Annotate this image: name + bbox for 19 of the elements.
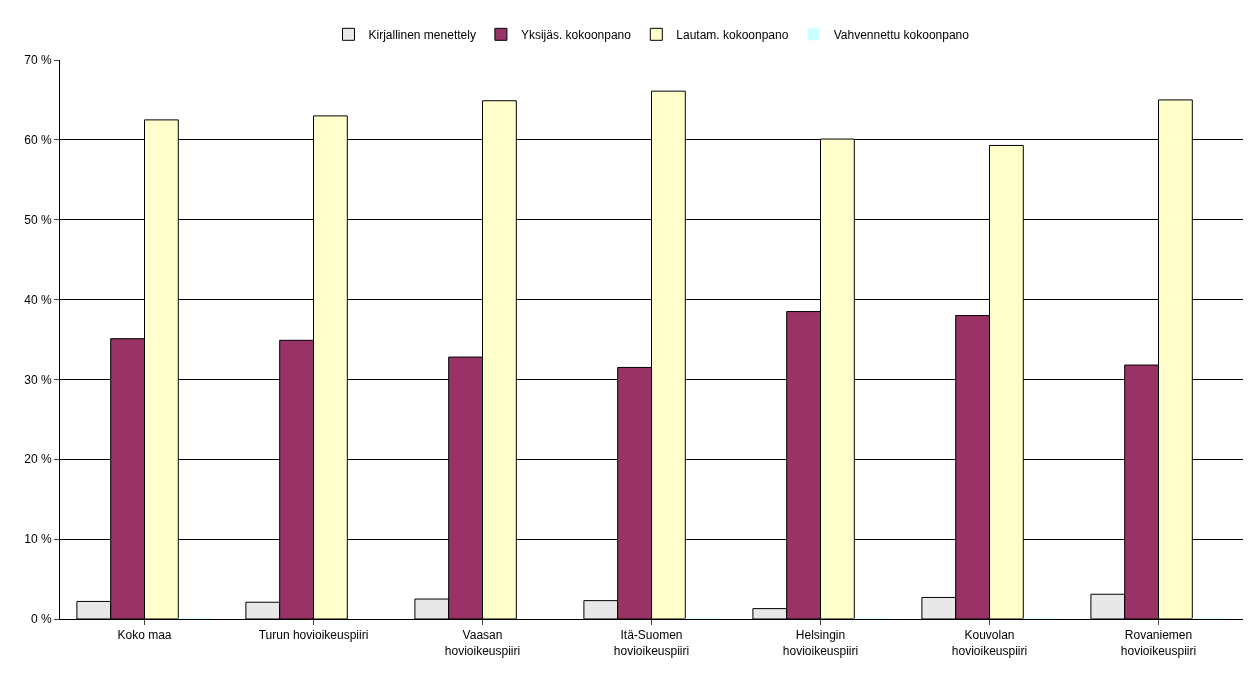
y-tick-label: 0 %: [30, 612, 52, 627]
x-tick-label: Rovaniemen hovioikeuspiiri: [1120, 628, 1197, 658]
x-tick-label: Turun hovioikeuspiiri: [258, 628, 369, 643]
y-tick-label: 30 %: [24, 372, 52, 387]
legend-label: Vahvennettu kokoonpano: [833, 28, 970, 42]
y-tick-label: 10 %: [24, 532, 52, 547]
x-tick-label: Kouvolan hovioikeuspiiri: [951, 628, 1028, 658]
legend-label: Yksijäs. kokoonpano: [520, 28, 632, 42]
legend-label: Kirjallinen menettely: [368, 28, 476, 42]
x-tick-label: Helsingin hovioikeuspiiri: [782, 628, 859, 658]
y-tick-label: 20 %: [24, 452, 52, 467]
x-tick-label: Itä-Suomen hovioikeuspiiri: [613, 628, 690, 658]
x-tick-label: Koko maa: [117, 628, 172, 643]
legend-label: Lautam. kokoonpano: [676, 28, 789, 42]
y-tick-label: 50 %: [24, 212, 52, 227]
y-tick-label: 60 %: [24, 133, 52, 148]
y-tick-label: 70 %: [24, 53, 52, 68]
y-tick-label: 40 %: [24, 292, 52, 307]
x-tick-label: Vaasan hovioikeuspiiri: [444, 628, 521, 658]
